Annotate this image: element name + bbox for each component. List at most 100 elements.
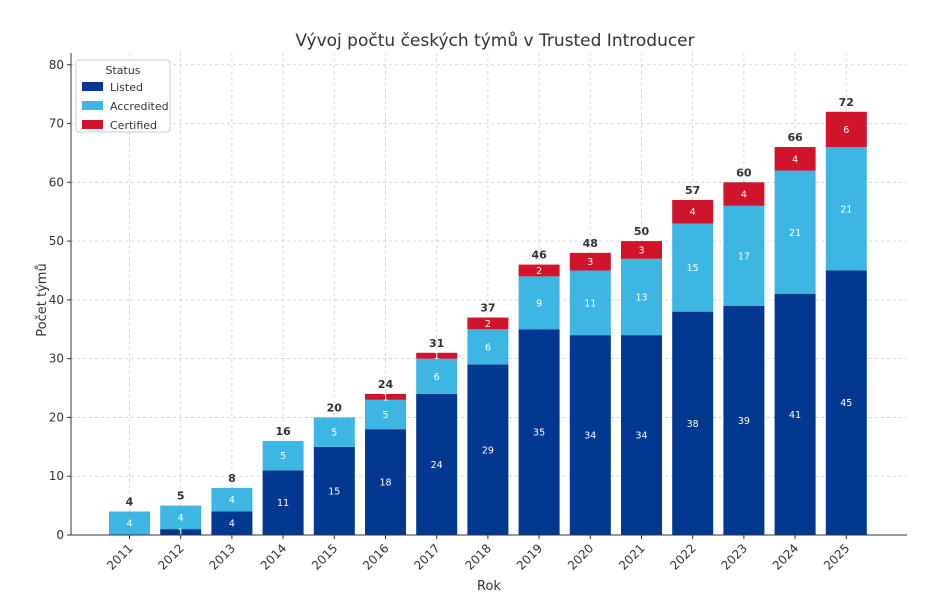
- segment-value-label: 15: [328, 486, 340, 497]
- x-tick-label: 2022: [667, 541, 698, 572]
- bar-segment-listed: [518, 329, 560, 535]
- bar-segment-accredited: [569, 270, 611, 336]
- segment-value-label: 6: [843, 125, 849, 136]
- y-tick-label: 20: [49, 410, 64, 424]
- segment-value-label: 38: [687, 419, 699, 430]
- segment-value-label: 15: [687, 263, 699, 274]
- segment-value-label: 34: [635, 431, 647, 442]
- y-tick-label: 10: [49, 469, 64, 483]
- bar-total-label: 24: [378, 378, 394, 391]
- x-tick-label: 2021: [616, 541, 647, 572]
- legend-box: [75, 59, 171, 133]
- y-tick-label: 40: [49, 293, 64, 307]
- bar-segment-accredited: [109, 511, 150, 535]
- segment-value-label: 35: [533, 428, 545, 439]
- segment-value-label: 3: [587, 257, 593, 268]
- bar-segment-listed: [365, 429, 406, 535]
- bar-total-label: 60: [736, 166, 752, 179]
- bar-segment-listed: [672, 311, 714, 535]
- segment-value-label: 4: [792, 154, 798, 165]
- bar-segment-accredited: [774, 170, 816, 294]
- bar-total-label: 16: [275, 425, 291, 438]
- y-tick-label: 80: [49, 58, 64, 72]
- x-tick-label: 2017: [411, 541, 442, 572]
- chart-title: Vývoj počtu českých týmů v Trusted Intro…: [295, 31, 694, 51]
- bar-segment-listed: [313, 446, 355, 535]
- segment-value-label: 24: [431, 460, 443, 471]
- bar-segment-listed: [569, 335, 611, 535]
- bar-total-label: 31: [429, 337, 444, 350]
- segment-value-label: 3: [638, 245, 644, 256]
- segment-value-label: 9: [536, 298, 542, 309]
- bar-segment-accredited: [723, 205, 765, 306]
- segment-value-label: 21: [789, 228, 801, 239]
- segment-value-label: 29: [482, 445, 494, 456]
- y-tick-label: 70: [49, 117, 64, 131]
- segment-value-label: 4: [178, 513, 184, 524]
- bar-segment-certified: [723, 182, 765, 206]
- x-tick-label: 2025: [821, 541, 852, 572]
- bar-segment-listed: [211, 511, 253, 535]
- bar-segment-certified: [467, 317, 509, 330]
- bar-segment-listed: [262, 470, 304, 535]
- bar-segment-accredited: [416, 358, 458, 394]
- x-tick-label: 2024: [770, 541, 801, 572]
- segment-value-label: 39: [738, 416, 750, 427]
- x-tick-label: 2020: [565, 541, 596, 572]
- legend: Status Listed Accredited Certified: [75, 59, 171, 133]
- bar-total-label: 48: [583, 237, 598, 250]
- bar-segment-accredited: [313, 417, 355, 447]
- bar-segment-accredited: [467, 329, 509, 365]
- segment-value-label: 1: [178, 528, 184, 539]
- segment-value-label: 13: [635, 292, 647, 303]
- bars: 4414544811516155201851242461312962373592…: [109, 96, 867, 539]
- segment-value-label: 5: [280, 451, 286, 462]
- x-tick-label: 2019: [514, 541, 545, 572]
- legend-swatch-certified: [82, 120, 103, 129]
- legend-swatch-accredited: [82, 101, 103, 110]
- bar-total-label: 4: [126, 495, 134, 508]
- segment-value-label: 5: [382, 410, 388, 421]
- bar-segment-accredited: [160, 505, 202, 530]
- segment-value-label: 4: [229, 519, 235, 530]
- segment-value-label: 1: [434, 351, 440, 362]
- x-tick-label: 2014: [258, 541, 289, 572]
- y-tick-label: 0: [56, 528, 64, 542]
- bar-segment-accredited: [518, 276, 560, 330]
- bar-total-label: 46: [531, 249, 547, 262]
- bar-segment-certified: [365, 393, 406, 400]
- bar-segment-accredited: [672, 223, 714, 312]
- bar-segment-accredited: [262, 440, 304, 471]
- segment-value-label: 11: [277, 498, 289, 509]
- segment-value-label: 4: [126, 519, 132, 530]
- segment-value-label: 45: [840, 398, 852, 409]
- x-tick-label: 2016: [360, 541, 391, 572]
- bar-segment-listed: [723, 305, 765, 535]
- segment-value-label: 4: [741, 190, 747, 201]
- segment-value-label: 41: [789, 410, 801, 421]
- bar-segment-listed: [621, 335, 662, 535]
- bar-segment-certified: [569, 252, 611, 271]
- segment-value-label: 6: [434, 372, 440, 383]
- x-tick-label: 2015: [309, 541, 340, 572]
- bar-segment-listed: [825, 270, 867, 535]
- x-axis-label: Rok: [477, 579, 501, 594]
- y-tick-label: 60: [49, 175, 64, 189]
- bar-segment-certified: [518, 264, 560, 277]
- bar-total-label: 66: [787, 131, 803, 144]
- segment-value-label: 4: [229, 495, 235, 506]
- segment-value-label: 4: [690, 207, 696, 218]
- bar-total-label: 50: [634, 225, 650, 238]
- bar-segment-listed: [774, 294, 816, 535]
- segment-value-label: 5: [331, 428, 337, 439]
- bar-segment-accredited: [825, 147, 867, 271]
- bar-total-label: 72: [839, 96, 854, 109]
- bar-segment-certified: [774, 147, 816, 171]
- bar-total-label: 20: [327, 401, 343, 414]
- bar-segment-listed: [416, 393, 458, 535]
- y-tick-label: 30: [49, 352, 64, 366]
- legend-label-listed: Listed: [110, 81, 143, 94]
- segment-value-label: 11: [584, 298, 596, 309]
- bar-segment-accredited: [621, 258, 662, 336]
